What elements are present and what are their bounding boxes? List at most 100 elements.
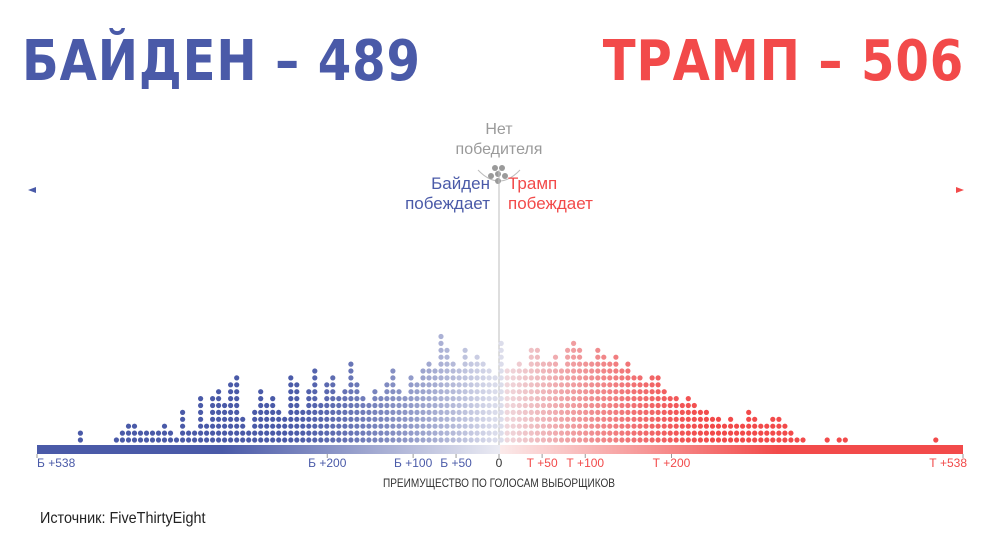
biden-dot bbox=[173, 437, 180, 443]
trump-dot bbox=[655, 396, 661, 402]
biden-dot bbox=[498, 375, 504, 381]
biden-dot bbox=[360, 430, 366, 436]
trump-dot bbox=[734, 430, 740, 436]
biden-dot bbox=[234, 396, 240, 402]
biden-dot bbox=[324, 416, 330, 422]
biden-dot bbox=[192, 430, 198, 436]
biden-dot bbox=[390, 416, 396, 422]
biden-dot bbox=[210, 402, 216, 409]
trump-dot bbox=[504, 437, 510, 443]
biden-dot bbox=[258, 423, 264, 429]
trump-dot bbox=[510, 430, 516, 436]
biden-dot bbox=[384, 396, 390, 402]
biden-dot bbox=[288, 402, 294, 409]
trump-dot bbox=[776, 437, 782, 443]
trump-dot bbox=[655, 437, 661, 443]
trump-dot bbox=[607, 368, 613, 374]
trump-dot bbox=[583, 382, 589, 388]
trump-dot bbox=[565, 437, 571, 443]
biden-dot bbox=[426, 423, 432, 429]
biden-dot bbox=[306, 437, 312, 443]
biden-dot bbox=[312, 368, 318, 374]
trump-dot bbox=[504, 402, 510, 409]
biden-dot bbox=[414, 409, 420, 415]
biden-dot bbox=[312, 437, 318, 443]
trump-dot bbox=[715, 423, 722, 429]
trump-dot bbox=[631, 423, 637, 429]
biden-dot bbox=[456, 416, 462, 422]
biden-dot bbox=[408, 423, 414, 429]
trump-dot bbox=[534, 368, 541, 374]
biden-dot bbox=[228, 437, 234, 443]
biden-dot bbox=[312, 402, 318, 409]
biden-dot bbox=[228, 402, 234, 409]
biden-dot bbox=[330, 396, 336, 402]
biden-dot bbox=[360, 423, 366, 429]
trump-dot bbox=[728, 430, 734, 436]
trump-dot bbox=[516, 361, 522, 367]
trump-dot bbox=[546, 416, 553, 422]
biden-dot bbox=[318, 437, 324, 443]
biden-dot bbox=[306, 430, 312, 436]
trump-dot bbox=[728, 423, 734, 429]
biden-dot bbox=[390, 409, 396, 415]
biden-dot bbox=[414, 437, 420, 443]
trump-dot bbox=[528, 354, 534, 360]
trump-dot bbox=[516, 430, 522, 436]
trump-dot bbox=[715, 416, 722, 422]
trump-dot bbox=[571, 389, 577, 395]
trump-dot bbox=[709, 430, 716, 436]
trump-dot bbox=[534, 361, 541, 367]
trump-dot bbox=[601, 354, 607, 360]
biden-dot bbox=[342, 437, 348, 443]
biden-dot bbox=[288, 416, 294, 422]
biden-dot bbox=[474, 409, 480, 415]
trump-dot bbox=[643, 430, 649, 436]
biden-dot bbox=[420, 368, 426, 374]
trump-dot bbox=[703, 430, 710, 436]
trump-dot bbox=[558, 416, 565, 422]
biden-dot bbox=[396, 437, 402, 443]
trump-dot bbox=[613, 430, 619, 436]
trump-dot bbox=[565, 375, 571, 381]
biden-dot bbox=[444, 382, 450, 388]
biden-dot bbox=[468, 389, 474, 395]
trump-dot bbox=[788, 430, 794, 436]
biden-dot bbox=[396, 430, 402, 436]
biden-dot bbox=[396, 389, 402, 395]
biden-dot bbox=[498, 340, 504, 346]
trump-dot bbox=[703, 437, 710, 443]
trump-dot bbox=[649, 437, 655, 443]
trump-dot bbox=[528, 389, 534, 395]
trump-dot bbox=[649, 382, 655, 388]
trump-dot bbox=[558, 430, 565, 436]
trump-dot bbox=[637, 416, 643, 422]
biden-dot bbox=[486, 430, 492, 436]
biden-dot bbox=[294, 396, 300, 402]
no-winner-dot bbox=[495, 171, 501, 177]
biden-dot bbox=[384, 389, 390, 395]
trump-arrow-head bbox=[956, 187, 964, 193]
biden-dot bbox=[336, 396, 342, 402]
trump-dot bbox=[752, 430, 758, 436]
no-winner-dot bbox=[488, 173, 494, 179]
biden-dot bbox=[180, 437, 186, 443]
trump-dot bbox=[679, 416, 685, 422]
biden-dot bbox=[330, 382, 336, 388]
biden-dot bbox=[149, 430, 156, 436]
biden-dot bbox=[294, 389, 300, 395]
biden-dot bbox=[438, 423, 444, 429]
biden-dot bbox=[348, 375, 354, 381]
trump-dot bbox=[643, 423, 649, 429]
biden-dot bbox=[288, 389, 294, 395]
biden-dot bbox=[426, 361, 432, 367]
trump-dot bbox=[546, 375, 553, 381]
biden-dot bbox=[444, 409, 450, 415]
trump-dot bbox=[625, 437, 631, 443]
trump-dot bbox=[601, 361, 607, 367]
trump-dot bbox=[824, 437, 830, 443]
trump-dot bbox=[607, 396, 613, 402]
trump-dot bbox=[534, 409, 541, 415]
biden-dot bbox=[198, 430, 204, 436]
trump-dot bbox=[776, 416, 782, 422]
